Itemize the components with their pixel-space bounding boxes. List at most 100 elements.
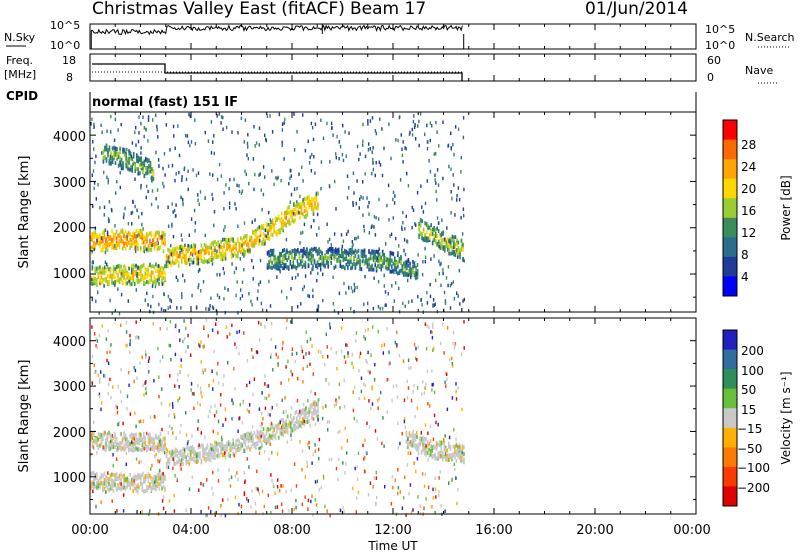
power-point [241, 189, 244, 193]
velocity-point [187, 440, 189, 444]
velocity-cell [120, 486, 122, 491]
power-point [417, 253, 419, 257]
power-cell [129, 246, 131, 250]
power-cell [309, 248, 311, 253]
power-cell [265, 226, 268, 230]
power-cell [315, 264, 317, 268]
power-cell [413, 271, 416, 276]
velocity-cell [237, 438, 239, 443]
power-cell [307, 257, 310, 262]
power-cell [431, 231, 434, 236]
velocity-cell [290, 421, 292, 426]
velocity-point [433, 390, 436, 395]
power-cell [277, 259, 279, 264]
power-cell [97, 235, 100, 240]
velocity-point [445, 384, 447, 388]
power-cell [306, 253, 308, 257]
power-cell [137, 232, 139, 237]
velocity-point [191, 475, 194, 479]
velocity-point [390, 502, 393, 506]
velocity-point [406, 395, 409, 400]
velocity-cell [249, 438, 251, 443]
velocity-point [98, 333, 101, 338]
velocity-point [328, 382, 330, 386]
power-point [450, 146, 452, 150]
power-point [372, 158, 374, 162]
velocity-point [96, 345, 98, 350]
velocity-point [158, 459, 161, 464]
power-cell [124, 265, 127, 270]
velocity-point [126, 394, 129, 399]
velocity-point [403, 496, 405, 500]
power-cell [334, 255, 337, 259]
power-point [156, 124, 158, 129]
power-point [307, 293, 309, 298]
power-cell [90, 235, 92, 240]
velocity-point [428, 325, 430, 329]
velocity-cell [109, 483, 112, 488]
velocity-point [336, 400, 338, 404]
power-point [461, 308, 463, 312]
power-cell [159, 245, 162, 250]
velocity-point [262, 417, 264, 421]
velocity-point [325, 378, 327, 382]
power-point [167, 224, 170, 228]
velocity-point [315, 503, 318, 507]
power-cell [121, 268, 124, 273]
power-point [252, 265, 255, 270]
velocity-point [346, 451, 348, 455]
velocity-cell [173, 458, 175, 463]
velocity-cell [199, 445, 201, 450]
velocity-cell [293, 424, 295, 429]
power-point [435, 151, 437, 156]
velocity-point [133, 365, 135, 370]
velocity-point [141, 509, 143, 514]
power-cell [174, 258, 177, 263]
power-point [352, 201, 354, 205]
power-cell [125, 151, 127, 156]
velocity-cell [164, 436, 166, 441]
nsky-label: N.Sky [4, 31, 36, 44]
power-point [421, 272, 424, 277]
power-cell [246, 238, 248, 243]
power-point [378, 247, 380, 251]
power-cell [162, 249, 165, 254]
power-cell [400, 268, 402, 273]
velocity-point [324, 362, 326, 367]
velocity-cell [138, 441, 141, 446]
power-cell [161, 237, 163, 242]
velocity-point [106, 351, 108, 355]
power-cell [243, 251, 245, 255]
velocity-cell [194, 450, 197, 455]
power-cell [112, 241, 115, 246]
power-cell [93, 279, 95, 284]
velocity-point [175, 436, 177, 440]
power-cell [132, 275, 134, 280]
power-cell [112, 232, 115, 237]
velocity-cell [463, 451, 465, 456]
power-cell [129, 156, 132, 161]
velocity-cell [114, 444, 116, 449]
power-point [417, 270, 419, 274]
power-cell [199, 249, 201, 254]
velocity-cell [208, 453, 210, 458]
power-cell [428, 233, 431, 238]
velocity-point [290, 433, 292, 437]
power-cell [102, 280, 104, 285]
power-point [187, 140, 190, 145]
power-cell [117, 264, 119, 269]
power-cell [197, 251, 200, 256]
velocity-cell [294, 427, 297, 432]
power-point [134, 130, 136, 135]
power-cell [230, 237, 233, 242]
velocity-cell [276, 423, 278, 428]
velocity-cell [141, 482, 144, 487]
power-point [414, 275, 417, 279]
power-point [152, 118, 154, 122]
velocity-cell [457, 451, 459, 456]
velocity-point [401, 506, 404, 510]
velocity-point [117, 446, 119, 450]
velocity-point [451, 396, 454, 400]
power-cell [275, 260, 278, 265]
velocity-point [430, 330, 432, 334]
